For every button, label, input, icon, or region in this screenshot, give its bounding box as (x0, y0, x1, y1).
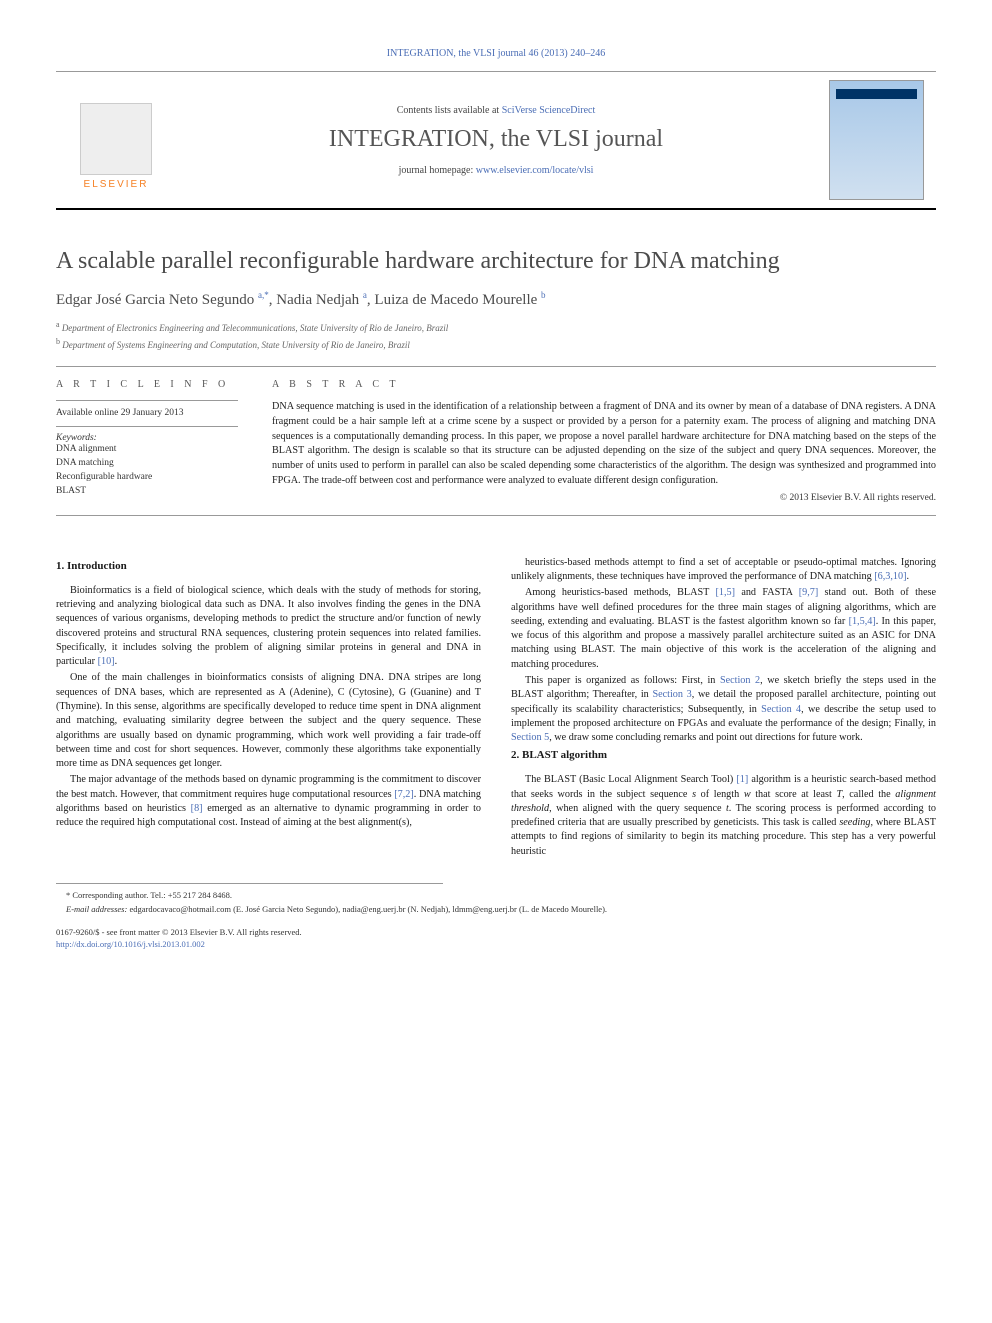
email-addresses: E-mail addresses: edgardocavaco@hotmail.… (56, 904, 936, 915)
running-header-vol: 46 (2013) 240–246 (529, 48, 606, 59)
paragraph: Among heuristics-based methods, BLAST [1… (511, 586, 936, 672)
body-columns: 1. Introduction Bioinformatics is a field… (56, 556, 936, 861)
contents-prefix: Contents lists available at (397, 105, 502, 116)
abstract-label: A B S T R A C T (272, 379, 936, 390)
paragraph: Bioinformatics is a field of biological … (56, 584, 481, 670)
section-heading: 2. BLAST algorithm (511, 749, 936, 761)
paragraph: The major advantage of the methods based… (56, 773, 481, 830)
article-info: A R T I C L E I N F O Available online 2… (56, 367, 256, 515)
contents-available: Contents lists available at SciVerse Sci… (176, 105, 816, 116)
section-heading: 1. Introduction (56, 560, 481, 572)
masthead: ELSEVIER Contents lists available at Sci… (56, 71, 936, 210)
authors: Edgar José Garcia Neto Segundo a,*, Nadi… (56, 290, 936, 309)
emails: edgardocavaco@hotmail.com (E. José Garci… (129, 904, 607, 914)
keyword: DNA matching (56, 457, 238, 471)
publisher-name: ELSEVIER (84, 179, 149, 190)
page: INTEGRATION, the VLSI journal 46 (2013) … (0, 0, 992, 989)
homepage-prefix: journal homepage: (399, 165, 476, 176)
keywords-list: DNA alignmentDNA matchingReconfigurable … (56, 443, 238, 498)
running-header-link[interactable]: INTEGRATION, the VLSI journal 46 (2013) … (387, 48, 605, 59)
paragraph: This paper is organized as follows: Firs… (511, 674, 936, 745)
email-label: E-mail addresses: (66, 904, 127, 914)
abstract-copyright: © 2013 Elsevier B.V. All rights reserved… (272, 493, 936, 503)
running-header-journal: INTEGRATION, the VLSI journal (387, 48, 526, 59)
footnotes: * Corresponding author. Tel.: +55 217 28… (56, 890, 936, 915)
article-info-label: A R T I C L E I N F O (56, 379, 238, 390)
homepage-link[interactable]: www.elsevier.com/locate/vlsi (476, 165, 594, 176)
left-column: 1. Introduction Bioinformatics is a field… (56, 556, 481, 861)
paragraph: One of the main challenges in bioinforma… (56, 671, 481, 771)
paragraph: The BLAST (Basic Local Alignment Search … (511, 773, 936, 859)
journal-homepage: journal homepage: www.elsevier.com/locat… (176, 165, 816, 176)
right-column: heuristics-based methods attempt to find… (511, 556, 936, 861)
affiliation: a Department of Electronics Engineering … (56, 319, 936, 336)
info-abstract-row: A R T I C L E I N F O Available online 2… (56, 366, 936, 516)
corresponding-author: * Corresponding author. Tel.: +55 217 28… (56, 890, 936, 901)
article-history: Available online 29 January 2013 (56, 407, 238, 420)
journal-name: INTEGRATION, the VLSI journal (176, 126, 816, 153)
sciencedirect-link[interactable]: SciVerse ScienceDirect (502, 105, 596, 116)
doi-link[interactable]: http://dx.doi.org/10.1016/j.vlsi.2013.01… (56, 939, 936, 949)
keyword: DNA alignment (56, 443, 238, 457)
abstract-text: DNA sequence matching is used in the ide… (272, 400, 936, 489)
paragraph: heuristics-based methods attempt to find… (511, 556, 936, 585)
footnote-separator (56, 883, 443, 884)
article-title: A scalable parallel reconfigurable hardw… (56, 246, 936, 276)
elsevier-tree-icon: ELSEVIER (71, 90, 161, 190)
keywords-heading: Keywords: (56, 433, 238, 443)
issn-copyright: 0167-9260/$ - see front matter © 2013 El… (56, 927, 936, 937)
affiliation: b Department of Systems Engineering and … (56, 336, 936, 353)
publisher-logo: ELSEVIER (56, 90, 176, 190)
running-header: INTEGRATION, the VLSI journal 46 (2013) … (56, 48, 936, 59)
keyword: Reconfigurable hardware (56, 471, 238, 485)
abstract: A B S T R A C T DNA sequence matching is… (256, 367, 936, 515)
journal-cover-icon (829, 80, 924, 200)
affiliations: a Department of Electronics Engineering … (56, 319, 936, 352)
keyword: BLAST (56, 485, 238, 499)
